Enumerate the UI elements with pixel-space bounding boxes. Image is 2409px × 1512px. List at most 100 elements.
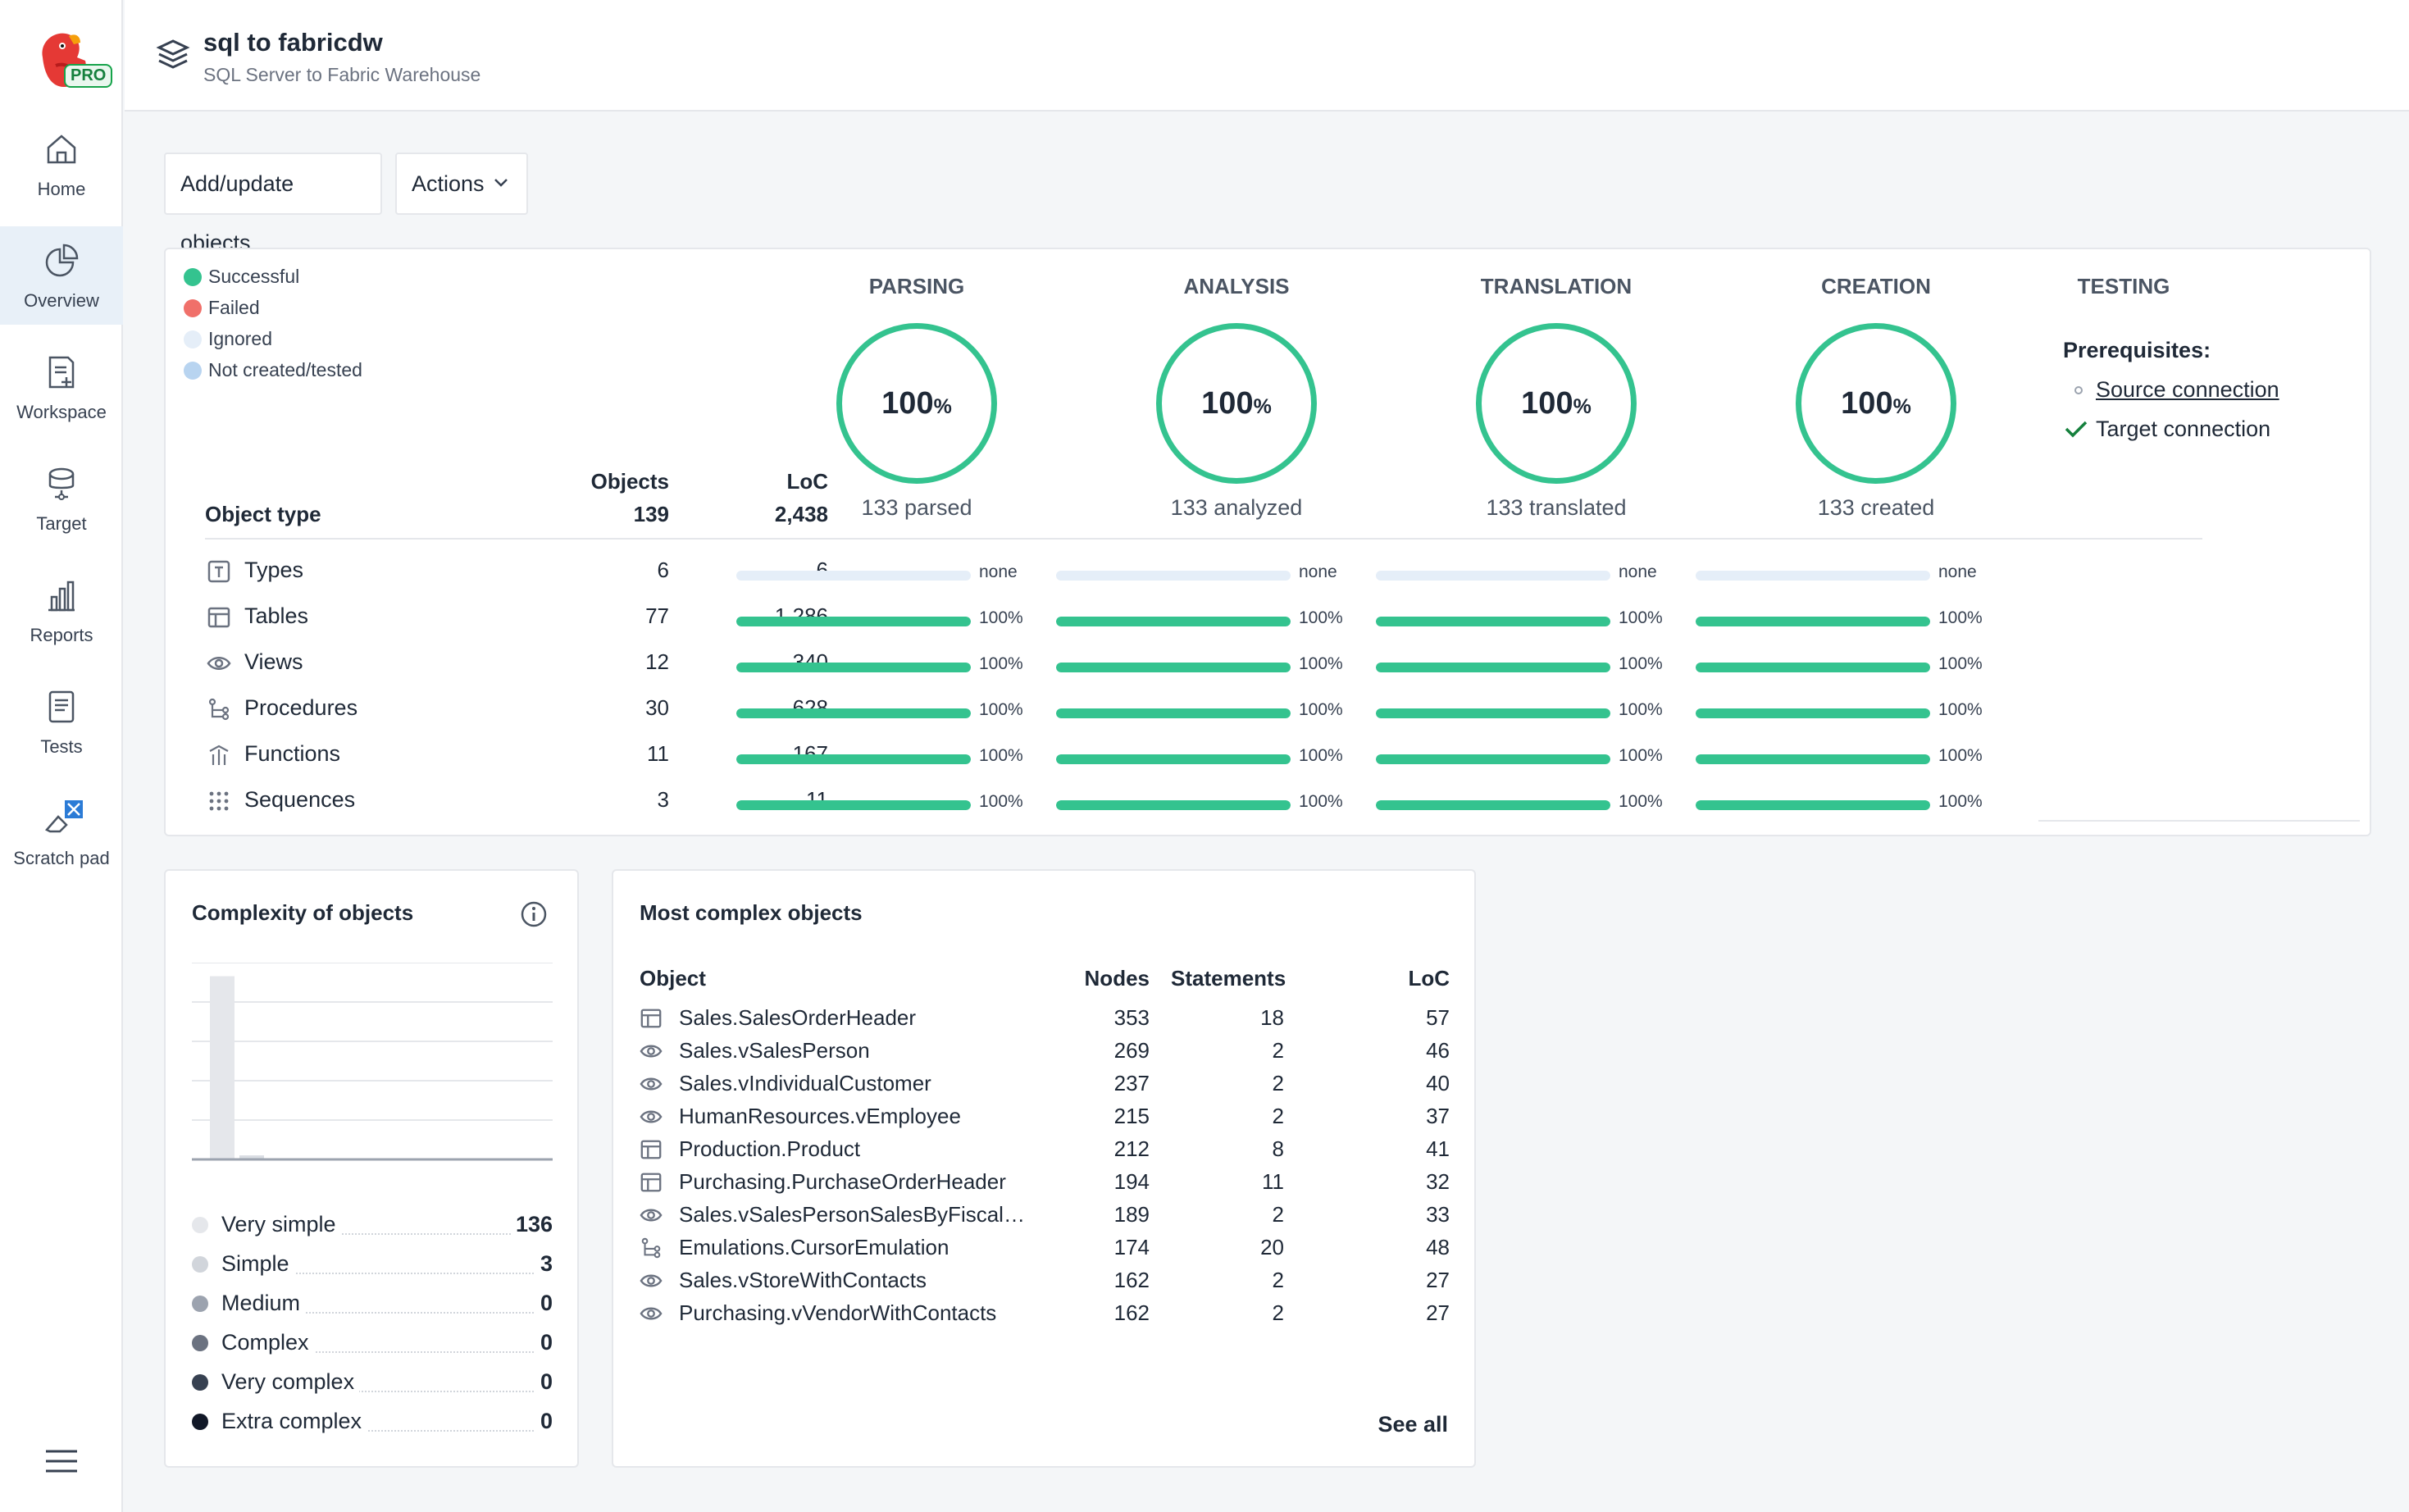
- object-type-row[interactable]: Sequences 3 11 100% 100% 100% 100%: [166, 779, 2206, 825]
- stage-ring: 100%: [1796, 323, 1956, 484]
- see-all-link[interactable]: See all: [1378, 1412, 1448, 1437]
- table-divider: [205, 538, 2202, 540]
- complexity-item: Very complex 0: [192, 1363, 553, 1402]
- loc-header: LoC: [786, 469, 828, 494]
- complex-object-name: Sales.SalesOrderHeader: [679, 1005, 917, 1030]
- complexity-panel: Complexity of objects Very simple 136 Si…: [164, 869, 579, 1468]
- stage-percent-unit: %: [1892, 395, 1911, 418]
- complex-object-row[interactable]: Purchasing.vVendorWithContacts 162 2 27: [613, 1297, 1478, 1330]
- stage-progress-label: 100%: [979, 792, 1023, 811]
- actions-dropdown[interactable]: Actions: [395, 153, 528, 215]
- statements-value: 20: [1260, 1235, 1284, 1259]
- nodes-value: 215: [1113, 1104, 1150, 1128]
- legend-label: Failed: [208, 297, 260, 318]
- stage-progress-fill: [1056, 800, 1291, 810]
- nav-tests[interactable]: Tests: [0, 672, 123, 771]
- statements-value: 2: [1272, 1071, 1284, 1095]
- nav-reports[interactable]: Reports: [0, 561, 123, 659]
- objects-total: 139: [633, 502, 669, 526]
- stage-progress-bar: [1376, 663, 1610, 672]
- stage-percent: 100%: [842, 386, 991, 421]
- info-icon[interactable]: [520, 900, 548, 928]
- source-connection-link[interactable]: Source connection: [2063, 370, 2279, 409]
- eye-icon: [640, 1209, 663, 1222]
- stage-percent-value: 100: [881, 386, 934, 421]
- complex-object-row[interactable]: Sales.vIndividualCustomer 237 2 40: [613, 1068, 1478, 1100]
- complexity-label: Simple: [221, 1251, 294, 1277]
- eye-icon: [640, 1045, 663, 1058]
- check-icon: [2065, 421, 2088, 438]
- object-type-row[interactable]: Views 12 340 100% 100% 100% 100%: [166, 641, 2206, 687]
- stage-progress-bar: [1056, 708, 1291, 718]
- pro-badge: PRO: [64, 64, 113, 88]
- complexity-item: Medium 0: [192, 1284, 553, 1323]
- objects-header: Objects: [590, 469, 669, 494]
- complex-object-row[interactable]: HumanResources.vEmployee 215 2 37: [613, 1100, 1478, 1133]
- complex-object-row[interactable]: Sales.vStoreWithContacts 162 2 27: [613, 1264, 1478, 1297]
- statements-value: 2: [1272, 1268, 1284, 1292]
- menu-icon[interactable]: [44, 1448, 79, 1474]
- loc-value: 57: [1426, 1005, 1450, 1030]
- object-type-row[interactable]: Functions 11 167 100% 100% 100% 100%: [166, 733, 2206, 779]
- nodes-value: 174: [1113, 1235, 1150, 1259]
- stage-progress-bar: [736, 800, 971, 810]
- statements-value: 2: [1272, 1300, 1284, 1325]
- table-icon: [640, 1173, 662, 1192]
- procedure-icon: [641, 1237, 661, 1259]
- stage-progress-label: 100%: [1299, 654, 1343, 673]
- object-type-row[interactable]: Procedures 30 628 100% 100% 100% 100%: [166, 687, 2206, 733]
- stage-percent-unit: %: [933, 395, 952, 418]
- complex-object-row[interactable]: Purchasing.PurchaseOrderHeader 194 11 32: [613, 1166, 1478, 1199]
- stage-progress-bar: [1376, 571, 1610, 581]
- stage-progress-fill: [1056, 663, 1291, 672]
- complex-object-row[interactable]: Sales.vSalesPerson 269 2 46: [613, 1035, 1478, 1068]
- complexity-list: Very simple 136 Simple 3 Medium 0 Comple…: [192, 1205, 553, 1441]
- statements-value: 8: [1272, 1136, 1284, 1161]
- nav-target[interactable]: Target: [0, 449, 123, 548]
- stage-ring: 100%: [1156, 323, 1317, 484]
- stage-progress-label: 100%: [1619, 700, 1663, 719]
- stage-progress-fill: [736, 663, 971, 672]
- legend-label: Successful: [208, 266, 300, 287]
- legend-label: Not created/tested: [208, 359, 362, 380]
- stage-progress-fill: [1696, 800, 1930, 810]
- dotted-leader: [221, 1391, 553, 1392]
- nav-scratch-pad[interactable]: Scratch pad: [0, 784, 123, 882]
- target-connection-label: Target connection: [2096, 417, 2271, 441]
- add-update-objects-button[interactable]: Add/update objects: [164, 153, 382, 255]
- object-type-row[interactable]: Tables 77 1,286 100% 100% 100% 100%: [166, 595, 2206, 641]
- stage-progress-bar: [1376, 708, 1610, 718]
- target-connection-item: Target connection: [2063, 409, 2279, 449]
- chart-bar: [210, 976, 235, 1159]
- complex-object-row[interactable]: Sales.vSalesPersonSalesByFiscalY… 189 2 …: [613, 1199, 1478, 1232]
- complex-object-row[interactable]: Production.Product 212 8 41: [613, 1133, 1478, 1166]
- object-type-row[interactable]: Types 6 6 none none none none: [166, 549, 2206, 595]
- complex-object-row[interactable]: Emulations.CursorEmulation 174 20 48: [613, 1232, 1478, 1264]
- complexity-bar-chart: [192, 963, 553, 1161]
- object-type-name: Views: [244, 649, 303, 674]
- stage-progress-bar: [736, 571, 971, 581]
- nav-home[interactable]: Home: [0, 115, 123, 213]
- dotted-leader: [221, 1312, 553, 1314]
- eye-icon: [207, 657, 231, 670]
- stage-title: ANALYSIS: [1183, 274, 1290, 298]
- stage-progress-label: none: [1299, 562, 1337, 581]
- loc-value: 32: [1426, 1169, 1450, 1194]
- stage-progress-label: 100%: [1938, 700, 1983, 719]
- migration-summary-panel: Successful Failed Ignored Not created/te…: [164, 248, 2371, 836]
- nav-scratch-pad-label: Scratch pad: [13, 848, 110, 868]
- most-complex-panel: Most complex objects Object Nodes Statem…: [612, 869, 1476, 1468]
- stage-progress-fill: [1376, 800, 1610, 810]
- complexity-label: Complex: [221, 1330, 314, 1355]
- stage-progress-label: 100%: [1938, 746, 1983, 765]
- object-count: 77: [645, 603, 669, 628]
- legend-not-created: Not created/tested: [182, 354, 362, 385]
- nav-workspace[interactable]: Workspace: [0, 338, 123, 436]
- stage-progress-label: 100%: [1938, 654, 1983, 673]
- nav-overview[interactable]: Overview: [0, 226, 123, 325]
- object-type-name: Sequences: [244, 787, 356, 812]
- stage-progress-bar: [1056, 663, 1291, 672]
- stage-percent-value: 100: [1841, 386, 1893, 421]
- complex-object-row[interactable]: Sales.SalesOrderHeader 353 18 57: [613, 1002, 1478, 1035]
- stage-progress-fill: [1696, 663, 1930, 672]
